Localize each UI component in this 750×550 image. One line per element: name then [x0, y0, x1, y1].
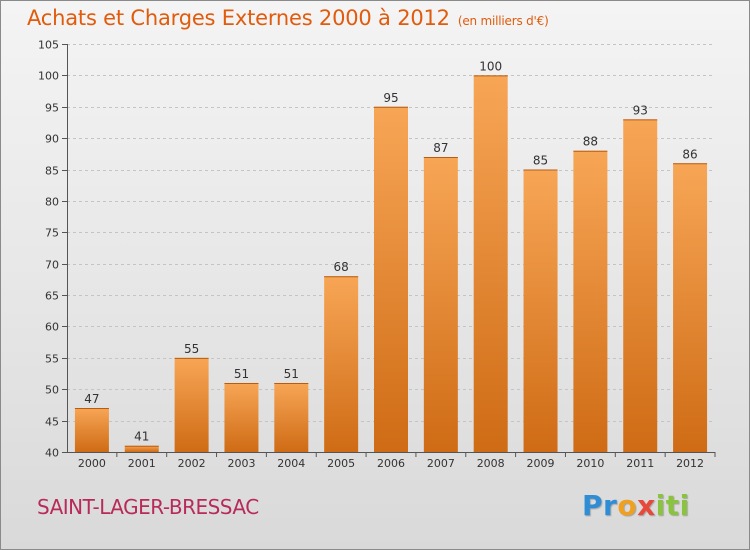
data-label: 51: [234, 367, 249, 381]
y-tick-label: 40: [45, 447, 59, 460]
x-tick-label: 2000: [78, 457, 106, 470]
data-label: 68: [334, 260, 349, 274]
x-tick-label: 2010: [576, 457, 604, 470]
bar: [573, 150, 608, 452]
x-tick-label: 2003: [227, 457, 255, 470]
data-labels: 47 41 55 51 51 68 95 87 100 85 88 93 86: [84, 59, 697, 443]
chart-subtitle: (en milliers d'€): [457, 14, 549, 28]
chart-title: Achats et Charges Externes 2000 à 2012 (e…: [27, 6, 549, 30]
data-label: 100: [479, 59, 502, 73]
y-tick-label: 80: [45, 196, 59, 209]
data-label: 85: [533, 154, 548, 168]
axes: 40 45 50 55 60 65 70 75 80 85 90 95 100 105 2000 2001 20…: [38, 39, 716, 470]
data-label: 86: [682, 147, 697, 161]
y-tick-label: 105: [38, 39, 59, 52]
bar: [74, 408, 109, 452]
bar: [523, 169, 558, 453]
x-tick-label: 2004: [277, 457, 305, 470]
data-label: 93: [633, 103, 648, 117]
bars: [74, 75, 708, 453]
x-tick-label: 2005: [327, 457, 355, 470]
y-tick-label: 85: [45, 165, 59, 178]
x-tick-label: 2009: [527, 457, 555, 470]
y-tick-label: 55: [45, 353, 59, 366]
x-tick-label: 2002: [178, 457, 206, 470]
data-label: 41: [134, 430, 149, 444]
data-label: 47: [84, 392, 99, 406]
x-tick-label: 2011: [626, 457, 654, 470]
data-label: 51: [284, 367, 299, 381]
y-tick-label: 50: [45, 384, 59, 397]
x-tick-label: 2008: [477, 457, 505, 470]
bar: [623, 119, 658, 453]
data-label: 87: [433, 141, 448, 155]
proxiti-logo: Proxiti: [582, 489, 690, 522]
bar: [224, 382, 259, 452]
data-label: 55: [184, 342, 199, 356]
y-tick-label: 45: [45, 416, 59, 429]
data-label: 95: [383, 91, 398, 105]
y-tick-label: 100: [38, 70, 59, 83]
x-tick-label: 2012: [676, 457, 704, 470]
chart-title-text: Achats et Charges Externes 2000 à 2012: [27, 6, 450, 30]
data-label: 88: [583, 135, 598, 149]
y-tick-label: 65: [45, 290, 59, 303]
bar: [324, 276, 359, 452]
x-tick-label: 2001: [128, 457, 156, 470]
bar: [673, 163, 708, 452]
y-tick-label: 75: [45, 227, 59, 240]
bar: [174, 357, 209, 452]
y-tick-label: 95: [45, 102, 59, 115]
bar: [423, 156, 458, 452]
bar: [124, 445, 159, 452]
bar: [274, 382, 309, 452]
bar: [473, 75, 508, 452]
city-name: SAINT-LAGER-BRESSAC: [37, 495, 259, 519]
x-tick-label: 2006: [377, 457, 405, 470]
x-tick-label: 2007: [427, 457, 455, 470]
y-tick-label: 90: [45, 133, 59, 146]
y-tick-label: 60: [45, 321, 59, 334]
y-tick-label: 70: [45, 259, 59, 272]
bar: [374, 106, 408, 453]
